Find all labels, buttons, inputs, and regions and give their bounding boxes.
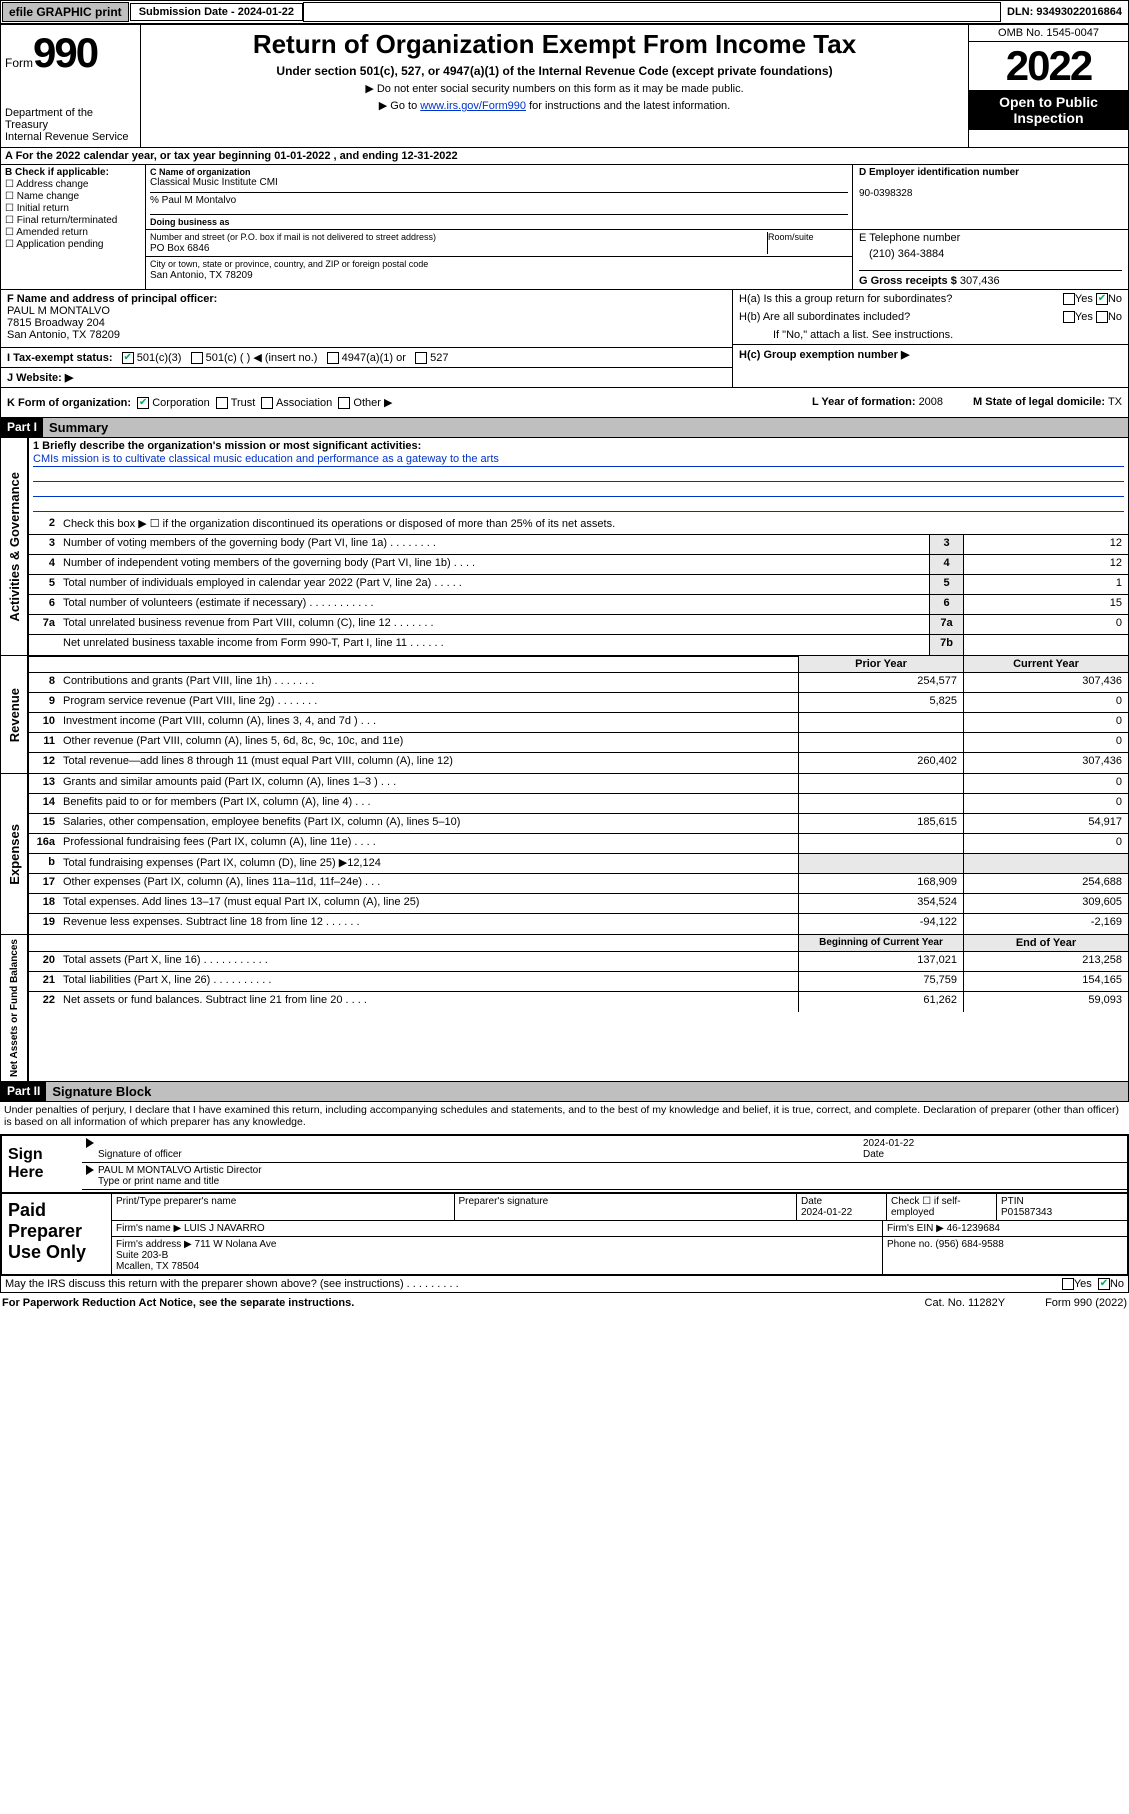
form-line: 14Benefits paid to or for members (Part … [29, 794, 1128, 814]
omb-number: OMB No. 1545-0047 [969, 25, 1128, 42]
section-i: I Tax-exempt status: 501(c)(3) 501(c) ( … [1, 348, 732, 368]
address-block: Number and street (or P.O. box if mail i… [146, 230, 853, 289]
mission-block: 1 Briefly describe the organization's mi… [29, 438, 1128, 515]
form-line: 7aTotal unrelated business revenue from … [29, 615, 1128, 635]
ein-block: D Employer identification number 90-0398… [853, 165, 1128, 229]
form-line: 10Investment income (Part VIII, column (… [29, 713, 1128, 733]
form-title: Return of Organization Exempt From Incom… [149, 29, 960, 60]
org-name-block: C Name of organization Classical Music I… [146, 165, 853, 229]
form-line: 18Total expenses. Add lines 13–17 (must … [29, 894, 1128, 914]
note-link: ▶ Go to www.irs.gov/Form990 for instruct… [149, 99, 960, 112]
part-i-header: Part I Summary [0, 418, 1129, 438]
form-subtitle: Under section 501(c), 527, or 4947(a)(1)… [149, 64, 960, 78]
phone-gross-block: E Telephone number (210) 364-3884 G Gros… [853, 230, 1128, 289]
section-hb: H(b) Are all subordinates included? Yes … [733, 308, 1128, 326]
form-line: 6Total number of volunteers (estimate if… [29, 595, 1128, 615]
form-line: 4Number of independent voting members of… [29, 555, 1128, 575]
form-number: 990 [33, 29, 97, 77]
form-line: 3Number of voting members of the governi… [29, 535, 1128, 555]
submission-date: Submission Date - 2024-01-22 [130, 3, 303, 21]
block-b-c-d-e-g: B Check if applicable: ☐ Address change … [0, 165, 1129, 290]
checkbox-4947[interactable] [327, 352, 339, 364]
page-footer: For Paperwork Reduction Act Notice, see … [0, 1293, 1129, 1313]
section-revenue: Revenue Prior YearCurrent Year 8Contribu… [0, 656, 1129, 774]
section-expenses: Expenses 13Grants and similar amounts pa… [0, 774, 1129, 935]
form-line: Net unrelated business taxable income fr… [29, 635, 1128, 655]
form-line: 9Program service revenue (Part VIII, lin… [29, 693, 1128, 713]
form-header: Form 990 Department of the Treasury Inte… [0, 24, 1129, 148]
form-line: 12Total revenue—add lines 8 through 11 (… [29, 753, 1128, 773]
form-line: 21Total liabilities (Part X, line 26) . … [29, 972, 1128, 992]
form-line: 11Other revenue (Part VIII, column (A), … [29, 733, 1128, 753]
perjury-declaration: Under penalties of perjury, I declare th… [0, 1102, 1129, 1130]
form-line: 8Contributions and grants (Part VIII, li… [29, 673, 1128, 693]
dln: DLN: 93493022016864 [1001, 4, 1128, 20]
form-line: bTotal fundraising expenses (Part IX, co… [29, 854, 1128, 874]
row-a-period: A For the 2022 calendar year, or tax yea… [0, 148, 1129, 165]
form-line: 20Total assets (Part X, line 16) . . . .… [29, 952, 1128, 972]
form-line: 13Grants and similar amounts paid (Part … [29, 774, 1128, 794]
signature-block: Sign Here Signature of officer 2024-01-2… [0, 1134, 1129, 1194]
discuss-row: May the IRS discuss this return with the… [0, 1276, 1129, 1293]
row-k-l-m: K Form of organization: Corporation Trus… [0, 388, 1129, 418]
section-f: F Name and address of principal officer:… [1, 290, 732, 348]
form-line: 5Total number of individuals employed in… [29, 575, 1128, 595]
section-ha: H(a) Is this a group return for subordin… [733, 290, 1128, 308]
efile-button[interactable]: efile GRAPHIC print [2, 2, 129, 22]
hb-note: If "No," attach a list. See instructions… [733, 326, 1128, 345]
part-ii-header: Part II Signature Block [0, 1082, 1129, 1102]
paid-preparer-block: Paid Preparer Use Only Print/Type prepar… [0, 1194, 1129, 1276]
open-inspection: Open to Public Inspection [969, 90, 1128, 130]
section-governance: Activities & Governance 1 Briefly descri… [0, 438, 1129, 656]
department: Department of the Treasury Internal Reve… [5, 107, 136, 143]
block-f-h-i-j: F Name and address of principal officer:… [0, 290, 1129, 388]
section-j: J Website: ▶ [1, 368, 732, 387]
checkbox-501c[interactable] [191, 352, 203, 364]
section-hc: H(c) Group exemption number ▶ [733, 345, 1128, 364]
arrow-icon [86, 1165, 94, 1175]
irs-link[interactable]: www.irs.gov/Form990 [420, 100, 526, 112]
spacer [303, 2, 1001, 22]
note-ssn: ▶ Do not enter social security numbers o… [149, 82, 960, 95]
checkbox-527[interactable] [415, 352, 427, 364]
form-line: 17Other expenses (Part IX, column (A), l… [29, 874, 1128, 894]
section-net-assets: Net Assets or Fund Balances Beginning of… [0, 935, 1129, 1082]
form-word: Form [5, 56, 33, 70]
form-line: 15Salaries, other compensation, employee… [29, 814, 1128, 834]
tax-year: 2022 [969, 42, 1128, 90]
arrow-icon [86, 1138, 94, 1148]
form-line: 22Net assets or fund balances. Subtract … [29, 992, 1128, 1012]
checkbox-501c3[interactable] [122, 352, 134, 364]
section-b: B Check if applicable: ☐ Address change … [1, 165, 146, 289]
top-bar: efile GRAPHIC print Submission Date - 20… [0, 0, 1129, 24]
form-line: 19Revenue less expenses. Subtract line 1… [29, 914, 1128, 934]
form-line: 16aProfessional fundraising fees (Part I… [29, 834, 1128, 854]
